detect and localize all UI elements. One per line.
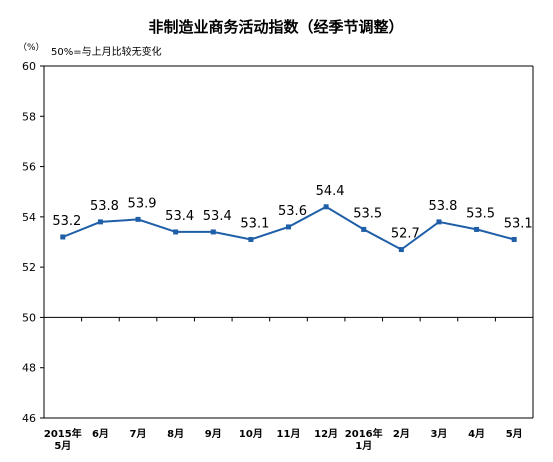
data-point: [361, 226, 367, 232]
data-point: [135, 216, 141, 222]
x-tick-label: 2015年: [44, 427, 82, 440]
data-label: 52.7: [391, 227, 420, 242]
data-label: 53.4: [165, 209, 194, 224]
x-tick-label: 6月: [92, 428, 109, 440]
data-label: 53.1: [240, 216, 269, 231]
data-point: [474, 226, 480, 232]
x-tick-label: 11月: [277, 428, 301, 440]
x-tick-label: 4月: [468, 428, 485, 440]
x-tick-label: 12月: [314, 428, 338, 440]
data-label: 53.2: [52, 214, 81, 229]
data-point: [173, 229, 179, 235]
x-tick-label: 3月: [430, 428, 447, 440]
data-point: [398, 247, 404, 253]
y-unit-label: （%）: [18, 42, 45, 53]
data-point: [286, 224, 291, 230]
data-point: [210, 229, 216, 235]
x-tick-label: 5月: [506, 428, 523, 440]
chart-title: 非制造业商务活动指数（经季节调整）: [148, 18, 403, 36]
data-point: [60, 234, 66, 240]
x-tick-label: 8月: [167, 428, 184, 440]
data-label: 53.6: [278, 204, 307, 219]
data-label: 53.5: [466, 206, 495, 221]
data-label: 53.8: [90, 199, 119, 214]
data-point: [248, 236, 254, 242]
y-tick-label: 46: [22, 412, 36, 425]
chart-note: 50%=与上月比较无变化: [51, 45, 162, 58]
y-tick-label: 50: [22, 311, 36, 324]
data-label: 53.8: [428, 199, 457, 214]
data-point: [323, 204, 329, 210]
x-tick-label: 9月: [205, 428, 222, 440]
y-tick-label: 58: [22, 110, 36, 123]
x-tick-label: 10月: [239, 428, 263, 440]
y-tick-label: 54: [22, 211, 36, 224]
x-tick-label: 7月: [130, 428, 147, 440]
data-point: [97, 219, 103, 225]
x-tick-label: 1月: [355, 440, 372, 452]
data-point: [511, 236, 517, 242]
data-point: [436, 219, 442, 225]
x-tick-label: 2月: [393, 428, 410, 440]
y-tick-label: 52: [22, 261, 36, 274]
data-label: 53.4: [203, 209, 232, 224]
y-tick-label: 48: [22, 362, 36, 375]
y-tick-label: 56: [22, 161, 36, 174]
data-label: 53.1: [504, 216, 533, 231]
y-tick-label: 60: [22, 60, 36, 73]
x-tick-label: 2016年: [345, 427, 383, 440]
x-tick-label: 5月: [54, 440, 71, 452]
data-label: 53.5: [353, 206, 382, 221]
data-label: 53.9: [128, 196, 157, 211]
data-label: 54.4: [316, 184, 345, 199]
